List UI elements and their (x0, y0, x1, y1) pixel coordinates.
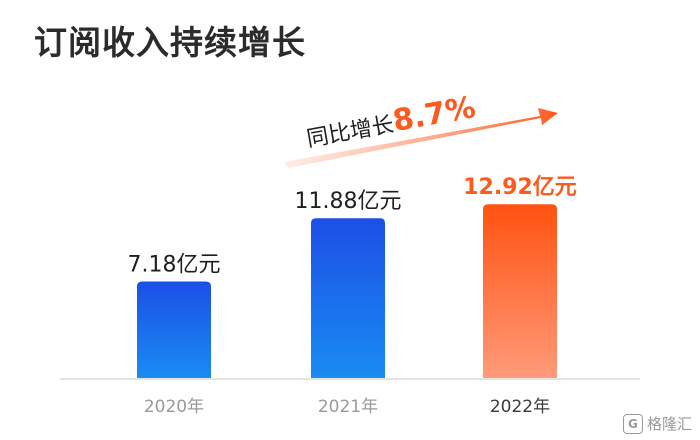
bar-2022年 (483, 204, 557, 378)
watermark-logo-icon: G (622, 413, 643, 434)
value-label-2021年: 11.88亿元 (295, 189, 402, 214)
value-label-2020年: 7.18亿元 (128, 252, 221, 277)
watermark: G 格隆汇 (622, 413, 692, 434)
chart-title: 订阅收入持续增长 (34, 23, 306, 62)
watermark-text: 格隆汇 (646, 415, 692, 433)
value-label-2022年: 12.92亿元 (463, 175, 577, 200)
category-label-2021年: 2021年 (318, 397, 378, 417)
growth-arrow-icon (284, 108, 558, 168)
bar-2021年 (311, 218, 385, 378)
bar-2020年 (137, 281, 211, 378)
category-label-2022年: 2022年 (490, 397, 550, 417)
growth-annotation: 同比增长 8.7% (284, 90, 558, 168)
category-label-2020年: 2020年 (144, 397, 204, 417)
